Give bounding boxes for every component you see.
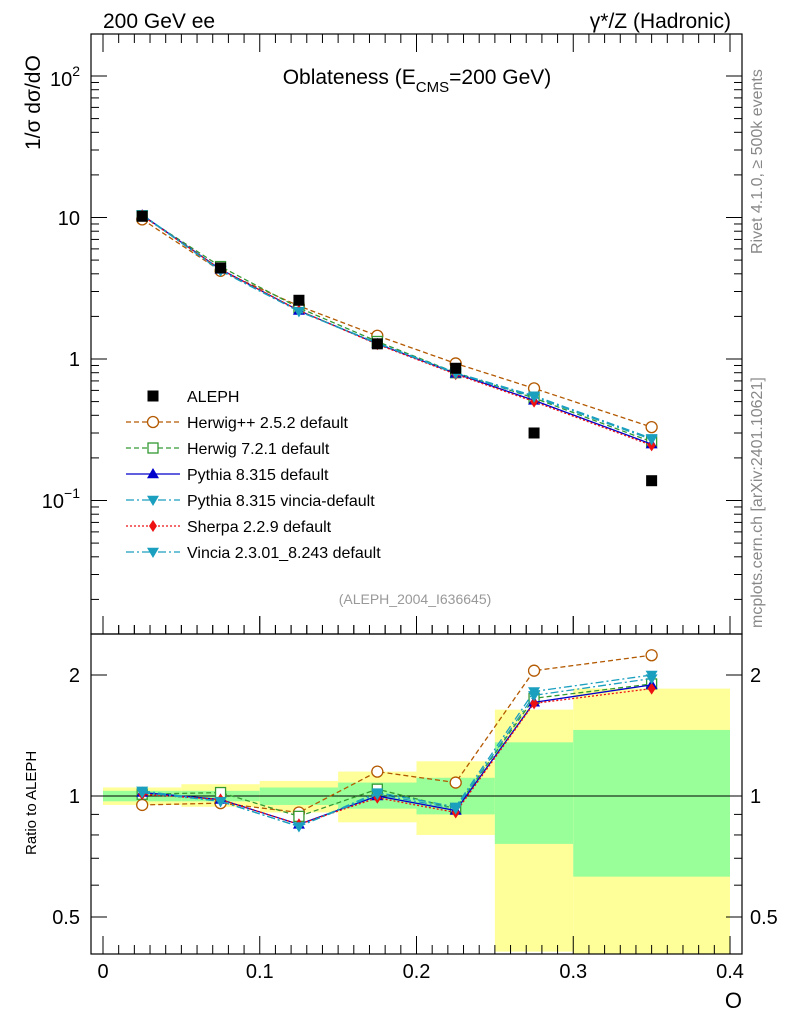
x-tick-label: 0	[97, 961, 108, 983]
legend-label-3: Pythia 8.315 vincia-default	[187, 493, 375, 510]
main-series-group	[136, 209, 658, 487]
y-tick-label-100: 102	[50, 63, 80, 91]
ratio-tick-label-left: 2	[69, 665, 80, 687]
legend-marker-3	[147, 495, 159, 506]
ratio-point-series-5-3	[371, 790, 384, 801]
y-tick-label-10: 10	[58, 208, 80, 230]
header-left: 200 GeV ee	[103, 10, 215, 33]
rivet-label: Rivet 4.1.0, ≥ 500k events	[749, 69, 766, 254]
main-point-series-5-5	[528, 392, 541, 403]
data-point-3	[371, 338, 383, 350]
main-plot-frame	[90, 33, 743, 635]
ratio-point-series-0-0	[136, 798, 149, 812]
legend-marker-2	[147, 468, 159, 479]
main-line-series-1	[141, 215, 652, 443]
x-tick-label: 0.3	[559, 961, 587, 983]
y-tick-label-0.1: 10−1	[42, 485, 80, 513]
legend-marker-0	[146, 415, 160, 429]
ratio-point-series-0-3	[371, 765, 384, 778]
ratio-point-series-5-5	[528, 691, 541, 702]
legend-marker-5	[147, 547, 159, 558]
x-tick-labels: 0 0.1 0.2 0.3 0.4	[97, 961, 743, 983]
ratio-series-group	[136, 649, 658, 833]
header-right: γ*/Z (Hadronic)	[590, 10, 731, 33]
ratio-point-series-0-6	[645, 649, 658, 662]
analysis-label: (ALEPH_2004_I636645)	[339, 591, 492, 607]
main-point-series-0-6	[645, 420, 658, 434]
mcplots-label: mcplots.cern.ch [arXiv:2401.10621]	[749, 377, 766, 628]
main-point-series-5-6	[645, 435, 658, 446]
ratio-point-series-5-2	[292, 822, 305, 833]
legend-marker-1	[147, 442, 159, 454]
data-point-6	[646, 475, 658, 487]
data-point-5	[528, 427, 540, 439]
ratio-tick-label-right: 0.5	[750, 907, 778, 929]
legend-label-0: Herwig++ 2.5.2 default	[187, 415, 349, 432]
ratio-point-series-4-6	[647, 682, 656, 695]
legend-label-2: Pythia 8.315 default	[187, 467, 329, 484]
ratio-tick-label-right: 1	[750, 786, 761, 808]
ratio-tick-labels: 0.5 0.5 1 1 2 2	[52, 665, 778, 929]
legend-marker-data	[147, 390, 159, 402]
data-point-1	[215, 262, 227, 274]
plot-title: Oblateness (ECMS=200 GeV)	[283, 66, 552, 96]
legend-label-1: Herwig 7.2.1 default	[187, 441, 330, 458]
ratio-tick-label-right: 2	[750, 665, 761, 687]
x-tick-label: 0.4	[716, 961, 744, 983]
ratio-point-series-5-1	[214, 797, 227, 808]
ratio-uncertainty-bands	[103, 688, 730, 954]
y-tick-label-1: 1	[69, 349, 80, 371]
data-point-2	[293, 294, 305, 306]
ratio-point-series-5-4	[449, 804, 462, 815]
x-tick-label: 0.2	[403, 961, 431, 983]
y-axis-title: 1/σ dσ/dO	[22, 55, 45, 150]
x-axis-title: O	[725, 988, 742, 1013]
ratio-y-axis-title: Ratio to ALEPH	[23, 751, 40, 855]
axis-ticks	[91, 34, 742, 954]
ratio-point-series-5-0	[136, 788, 149, 799]
ratio-tick-label-left: 0.5	[52, 907, 80, 929]
main-point-series-5-2	[292, 307, 305, 318]
ratio-tick-label-left: 1	[69, 786, 80, 808]
band-inner-5	[494, 742, 574, 844]
main-line-series-4	[141, 215, 652, 447]
legend-label-4: Sherpa 2.2.9 default	[187, 519, 332, 536]
band-inner-6	[573, 729, 730, 877]
legend: ALEPH Herwig++ 2.5.2 default Herwig 7.2.1 …	[126, 389, 381, 562]
legend-marker-4	[149, 520, 157, 532]
data-point-4	[450, 362, 462, 374]
ratio-point-series-5-6	[645, 674, 658, 685]
x-tick-label: 0.1	[246, 961, 274, 983]
ratio-point-series-0-5	[527, 664, 541, 677]
legend-label-5: Vincia 2.3.01_8.243 default	[187, 545, 381, 562]
ratio-point-series-4-5	[530, 697, 539, 710]
legend-label-data: ALEPH	[187, 389, 239, 406]
ratio-point-series-0-4	[449, 776, 462, 789]
data-point-0	[136, 210, 148, 222]
main-line-series-2	[141, 214, 652, 445]
